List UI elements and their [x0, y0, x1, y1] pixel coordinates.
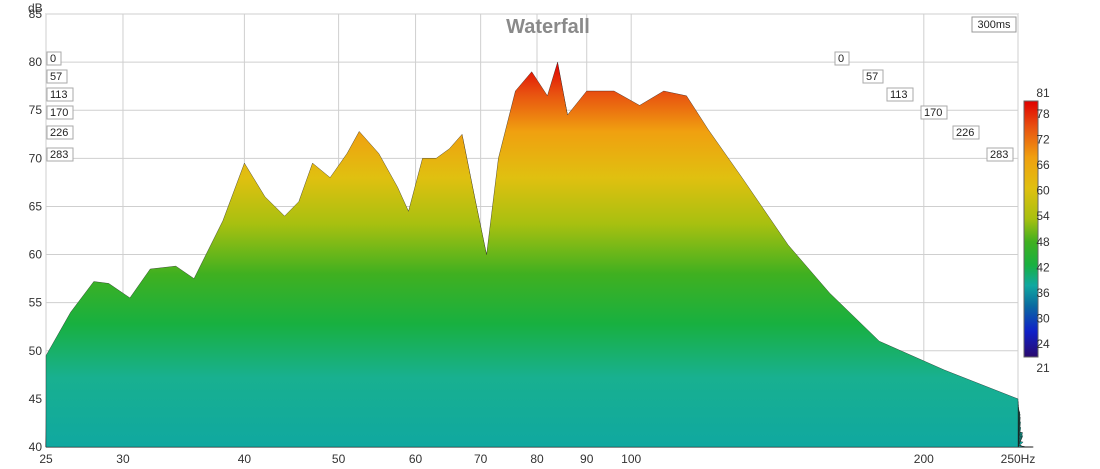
y-unit-label: dB: [28, 1, 43, 15]
y-axis: 40 45 50 55 60 65 70 75 80 85: [29, 7, 43, 454]
y-tick-label: 65: [29, 199, 43, 213]
x-tick-label: 100: [621, 452, 641, 466]
colorbar-tick-label: 21: [1036, 361, 1050, 375]
time-label-right: 170: [924, 107, 942, 119]
time-label-box-left: [46, 69, 68, 84]
x-axis: 25 30 40 50 60 70 80 90 100 200 250Hz: [39, 452, 1035, 466]
x-tick-label: 200: [914, 452, 934, 466]
x-tick-label: 25: [39, 452, 53, 466]
y-tick-label: 40: [29, 440, 43, 454]
time-label-right: 57: [866, 71, 878, 83]
colorbar-tick-label: 81: [1036, 86, 1050, 100]
time-label-box-right: [952, 125, 980, 140]
time-window-label: 300ms: [977, 19, 1011, 31]
waterfall-surface: [45, 62, 1034, 448]
time-labels-right: 0 57 113 170 226 283: [834, 51, 1014, 162]
y-tick-label: 85: [29, 7, 43, 21]
x-tick-label: 80: [530, 452, 544, 466]
colorbar-tick-label: 60: [1036, 184, 1050, 198]
time-label-right: 113: [890, 89, 908, 101]
x-tick-label: 30: [116, 452, 130, 466]
time-label-left: 226: [50, 127, 68, 139]
x-tick-label: 250Hz: [1001, 452, 1036, 466]
x-tick-label: 90: [580, 452, 594, 466]
time-label-box-left: [46, 125, 74, 140]
time-label-box-right: [834, 51, 850, 66]
time-label-box-left: [46, 51, 62, 66]
colorbar-ticks: 81 78 72 66 60 54 48 42 36 30 24 21: [1036, 86, 1050, 375]
time-label-left: 57: [50, 71, 62, 83]
colorbar-tick-label: 66: [1036, 158, 1050, 172]
time-label-left: 283: [50, 149, 68, 161]
colorbar-tick-label: 24: [1036, 337, 1050, 351]
time-label-box-right: [986, 147, 1014, 162]
y-tick-label: 60: [29, 248, 43, 262]
y-tick-label: 75: [29, 103, 43, 117]
time-label-right: 0: [838, 53, 844, 65]
chart-title: Waterfall: [506, 16, 590, 38]
y-tick-label: 55: [29, 296, 43, 310]
colorbar-tick-label: 78: [1036, 107, 1050, 121]
waterfall-slice: [45, 62, 1019, 448]
time-label-box-left: [46, 105, 74, 120]
time-label-right: 226: [956, 127, 974, 139]
time-label-box-left: [46, 147, 74, 162]
time-label-left: 170: [50, 107, 68, 119]
time-label-right: 283: [990, 149, 1008, 161]
colorbar-tick-label: 42: [1036, 260, 1050, 274]
colorbar: [1023, 100, 1039, 358]
time-label-box-right: [862, 69, 884, 84]
time-label-left: 113: [50, 89, 68, 101]
time-window-box: [971, 16, 1017, 33]
y-tick-label: 50: [29, 344, 43, 358]
time-label-box-left: [46, 87, 74, 102]
time-label-left: 0: [50, 53, 56, 65]
colorbar-tick-label: 30: [1036, 312, 1050, 326]
y-tick-label: 70: [29, 151, 43, 165]
time-label-box-right: [920, 105, 948, 120]
x-tick-label: 40: [238, 452, 252, 466]
x-tick-label: 70: [474, 452, 488, 466]
time-label-box-right: [886, 87, 914, 102]
y-tick-label: 80: [29, 55, 43, 69]
colorbar-tick-label: 36: [1036, 286, 1050, 300]
x-tick-label: 60: [409, 452, 423, 466]
colorbar-tick-label: 48: [1036, 235, 1050, 249]
time-labels-left: 0 57 113 170 226 283: [46, 51, 74, 162]
x-tick-label: 50: [332, 452, 346, 466]
y-tick-label: 45: [29, 392, 43, 406]
colorbar-tick-label: 72: [1036, 132, 1050, 146]
colorbar-tick-label: 54: [1036, 209, 1050, 223]
